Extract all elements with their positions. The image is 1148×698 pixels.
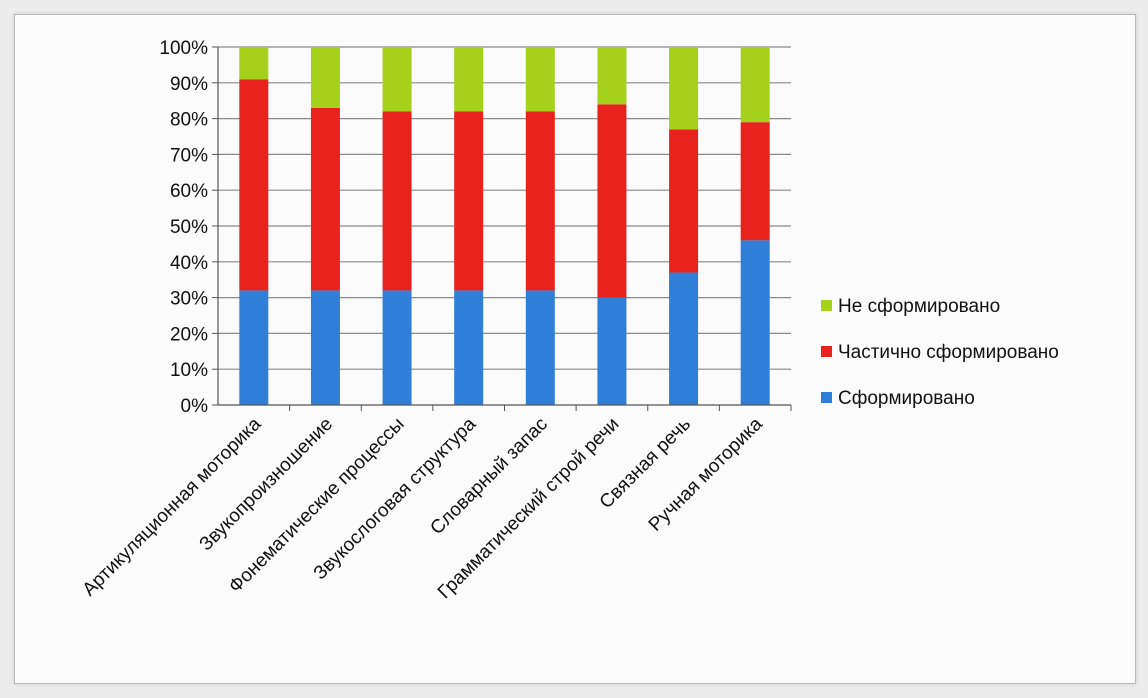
y-tick-labels: 0% 10% 20% 30% 40% 50% 60% 70% 80% 90% 100% xyxy=(159,38,208,417)
legend-label: Не сформировано xyxy=(838,296,1000,317)
bar-segment-не-сформировано xyxy=(597,47,627,105)
bar-segment-не-сформировано xyxy=(525,47,555,112)
y-tick-label: 40% xyxy=(170,253,208,274)
bar-segment-частично-сформировано xyxy=(525,111,555,291)
bar-segment-сформировано xyxy=(597,297,627,405)
bar-segment-сформировано xyxy=(454,290,484,405)
y-tick-label: 20% xyxy=(170,324,208,345)
axes xyxy=(212,46,792,411)
chart-frame: 0% 10% 20% 30% 40% 50% 60% 70% 80% 90% 100% Артику… xyxy=(14,14,1136,684)
legend-swatch xyxy=(821,392,832,403)
y-tick-label: 30% xyxy=(170,289,208,310)
bar-segment-частично-сформировано xyxy=(454,111,484,291)
bar-segment-сформировано xyxy=(239,290,269,405)
bar-segment-частично-сформировано xyxy=(310,107,340,291)
bar-segment-не-сформировано xyxy=(310,47,340,108)
grid-lines xyxy=(218,46,791,370)
legend-swatch xyxy=(821,346,832,357)
bar-segment-не-сформировано xyxy=(382,47,412,112)
y-tick-label: 50% xyxy=(170,217,208,238)
y-tick-label: 10% xyxy=(170,360,208,381)
legend-label: Сформировано xyxy=(838,388,975,409)
y-tick-label: 80% xyxy=(170,110,208,131)
x-tick-labels: Артикуляционная моторикаЗвукопроизношени… xyxy=(79,413,767,603)
y-tick-label: 90% xyxy=(170,74,208,95)
legend: Не сформировано Частично сформировано Сфор… xyxy=(821,296,1059,409)
bar-segment-не-сформировано xyxy=(669,47,699,130)
y-tick-label: 0% xyxy=(181,396,209,417)
y-tick-label: 100% xyxy=(159,38,208,59)
bar-segment-частично-сформировано xyxy=(239,79,269,291)
x-tick-label: Звукопроизношение xyxy=(196,414,337,555)
bar-segment-частично-сформировано xyxy=(740,122,770,241)
bar-segment-сформировано xyxy=(310,290,340,405)
bar-segment-не-сформировано xyxy=(454,47,484,112)
stacked-bar-chart: 0% 10% 20% 30% 40% 50% 60% 70% 80% 90% 100% Артику… xyxy=(79,38,1059,603)
y-tick-label: 60% xyxy=(170,181,208,202)
bars xyxy=(239,47,770,405)
bar-segment-частично-сформировано xyxy=(597,104,627,298)
legend-swatch xyxy=(821,300,832,311)
bar-segment-сформировано xyxy=(740,240,770,405)
bar-segment-частично-сформировано xyxy=(382,111,412,291)
bar-segment-не-сформировано xyxy=(239,47,269,80)
bar-segment-сформировано xyxy=(525,290,555,405)
legend-label: Частично сформировано xyxy=(838,342,1059,363)
bar-segment-частично-сформировано xyxy=(669,129,699,273)
bar-segment-сформировано xyxy=(382,290,412,405)
bar-segment-не-сформировано xyxy=(740,47,770,123)
bar-segment-сформировано xyxy=(669,272,699,405)
y-tick-label: 70% xyxy=(170,145,208,166)
